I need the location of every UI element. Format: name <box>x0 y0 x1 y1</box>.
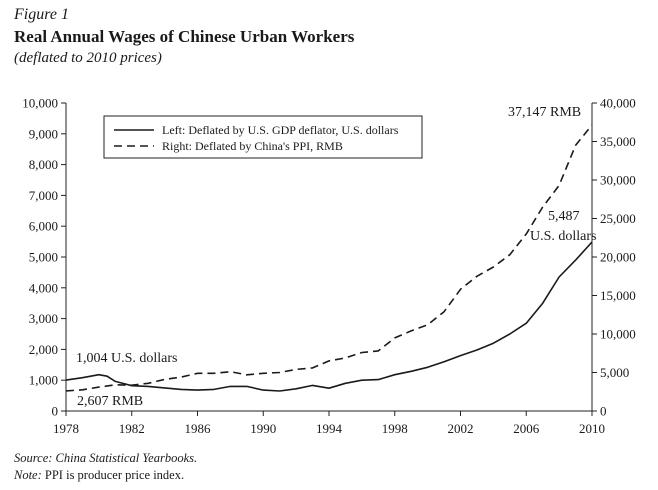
y-left-tick-label: 8,000 <box>29 157 58 172</box>
legend: Left: Deflated by U.S. GDP deflator, U.S… <box>103 115 423 159</box>
legend-label: Left: Deflated by U.S. GDP deflator, U.S… <box>162 123 399 137</box>
axes-group: 0 1,000 2,000 3,000 4,000 5,000 6,000 7,000 8,00… <box>22 96 636 437</box>
y-left-tick-label: 4,000 <box>29 280 58 295</box>
x-tick-label: 1986 <box>185 421 212 436</box>
y-left-tick-label: 2,000 <box>29 342 58 357</box>
x-tick-label: 2006 <box>513 421 540 436</box>
x-tick-label: 2002 <box>448 421 474 436</box>
source-text: China Statistical Yearbooks. <box>55 451 198 465</box>
legend-box <box>103 115 423 159</box>
note-label: Note: <box>14 468 42 482</box>
y-left-tick-label: 6,000 <box>29 219 58 234</box>
series-group <box>65 124 593 392</box>
x-tick-label: 1994 <box>316 421 343 436</box>
x-tick-label: 1978 <box>53 421 79 436</box>
y-right-tick-label: 0 <box>600 404 607 419</box>
x-tick-label: 1990 <box>250 421 276 436</box>
y-right-tick-label: 10,000 <box>600 327 636 342</box>
y-right-tick-label: 35,000 <box>600 134 636 149</box>
y-right-tick-label: 15,000 <box>600 288 636 303</box>
y-left-tick-label: 1,000 <box>29 373 58 388</box>
x-tick-label: 2010 <box>579 421 605 436</box>
legend-label: Right: Deflated by China's PPI, RMB <box>162 139 343 153</box>
chart-canvas: 0 1,000 2,000 3,000 4,000 5,000 6,000 7,000 8,00… <box>22 96 636 437</box>
y-left-tick-label: 5,000 <box>29 250 58 265</box>
note-line: Note: PPI is producer price index. <box>14 468 184 483</box>
annotation-right-end: 37,147 RMB <box>508 105 581 120</box>
annotation-left-end-value: 5,487 <box>548 209 580 224</box>
series-line-usd <box>65 241 593 392</box>
y-left-tick-label: 9,000 <box>29 126 58 141</box>
x-tick-label: 1982 <box>119 421 145 436</box>
chart-subtitle: (deflated to 2010 prices) <box>14 50 162 66</box>
annotation-left-start: 1,004 U.S. dollars <box>76 351 178 366</box>
y-right-tick-label: 40,000 <box>600 96 636 111</box>
y-right-tick-label: 20,000 <box>600 250 636 265</box>
x-tick-label: 1998 <box>382 421 408 436</box>
y-right-tick-label: 5,000 <box>600 365 629 380</box>
series-line-rmb <box>65 124 593 392</box>
figure-label: Figure 1 <box>14 6 69 23</box>
note-text: PPI is producer price index. <box>44 468 185 482</box>
y-left-tick-label: 3,000 <box>29 311 58 326</box>
annotation-right-start: 2,607 RMB <box>77 394 143 409</box>
y-right-tick-label: 30,000 <box>600 173 636 188</box>
y-left-tick-label: 7,000 <box>29 188 58 203</box>
chart-title: Real Annual Wages of Chinese Urban Worke… <box>14 27 355 46</box>
y-left-tick-label: 10,000 <box>22 96 58 111</box>
y-left-tick-label: 0 <box>52 404 59 419</box>
source-label: Source: <box>14 451 53 465</box>
source-line: Source: China Statistical Yearbooks. <box>14 451 197 466</box>
annotation-left-end-unit: U.S. dollars <box>530 229 597 244</box>
annotations-group: 1,004 U.S. dollars 2,607 RMB 37,147 RMB 5,4… <box>76 105 597 409</box>
y-right-tick-label: 25,000 <box>600 211 636 226</box>
